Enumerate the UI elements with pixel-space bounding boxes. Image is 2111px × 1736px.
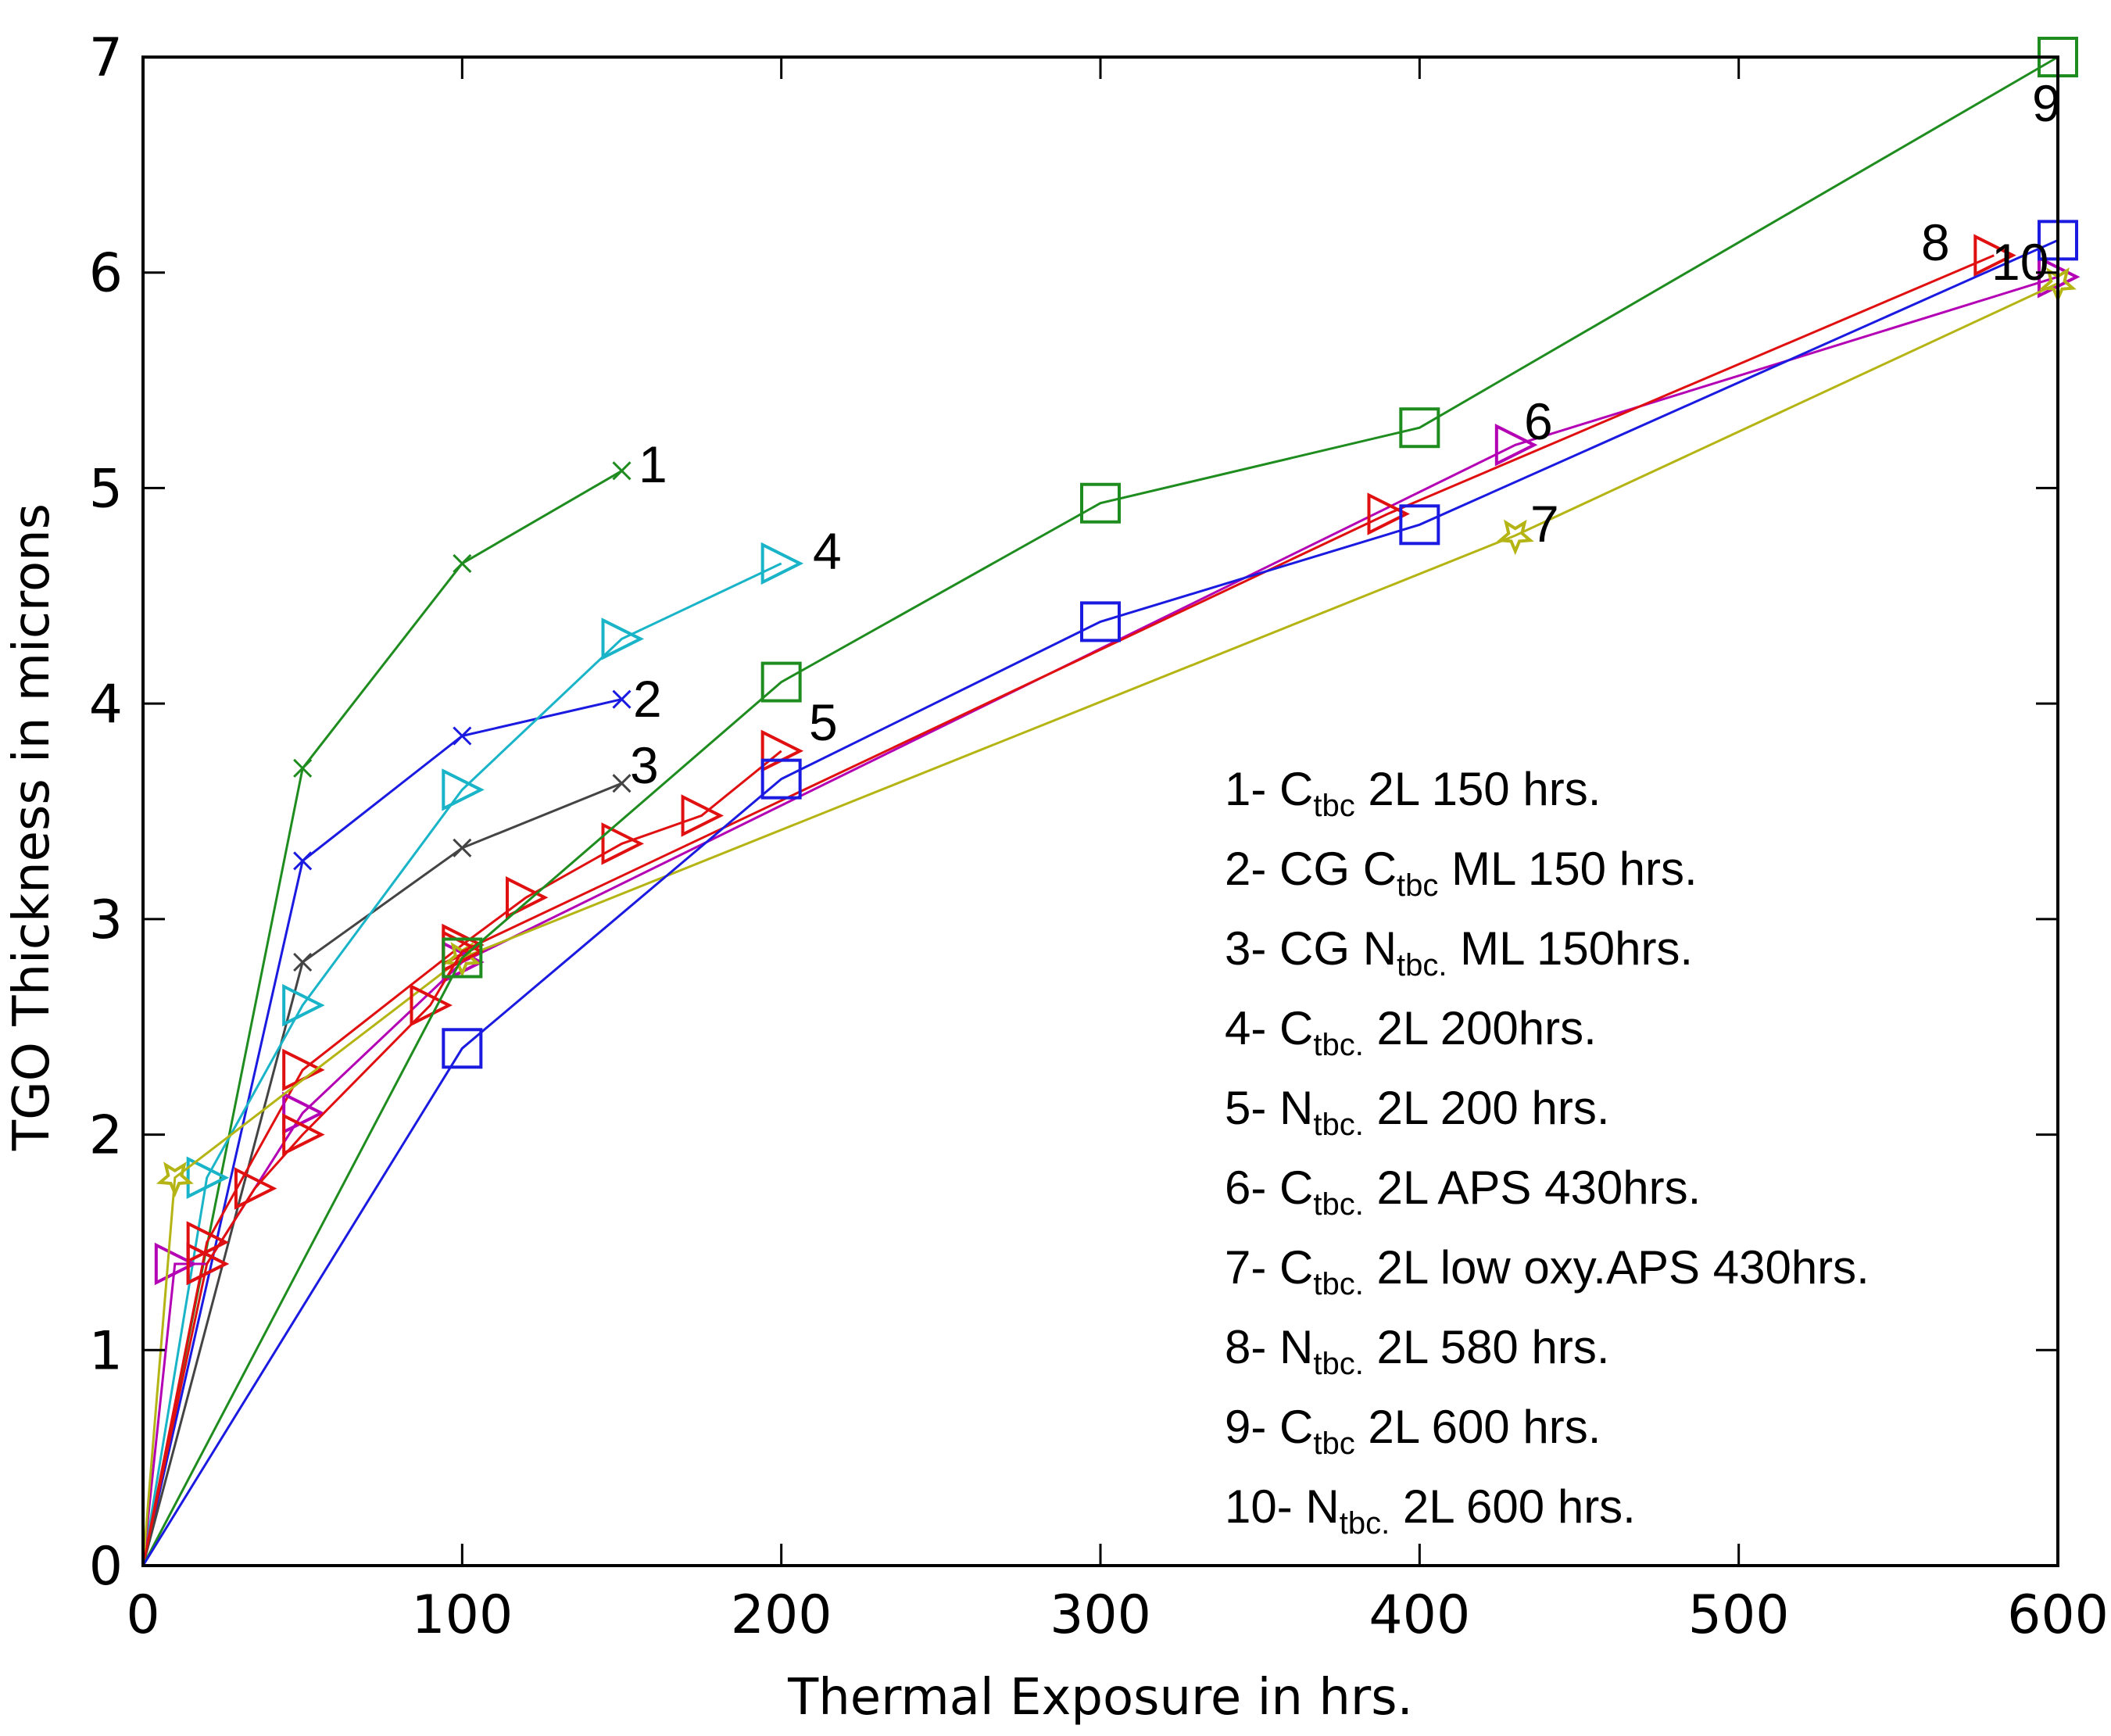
data-point-x (453, 838, 472, 857)
series-label-2: 2 (633, 670, 662, 728)
data-point-square (760, 758, 802, 800)
y-tick-label: 3 (89, 889, 123, 951)
data-point-x (453, 726, 472, 746)
data-point-triangle (186, 1221, 230, 1264)
data-point-triangle (410, 983, 453, 1027)
data-point-triangle (1973, 234, 2016, 277)
legend-entry-7: 7- Ctbc. 2L low oxy.APS 430hrs. (1225, 1241, 1869, 1301)
series-label-8: 8 (1921, 213, 1950, 271)
legend-entry-6: 6- Ctbc. 2L APS 430hrs. (1225, 1162, 1701, 1222)
y-tick-label: 6 (89, 243, 123, 305)
series-1 (141, 461, 632, 1566)
series-label-4: 4 (813, 522, 842, 580)
data-point-triangle (234, 1167, 277, 1210)
y-tick-label: 4 (89, 674, 123, 736)
series-label-3: 3 (630, 736, 659, 794)
data-point-square (1080, 482, 1121, 524)
data-point-square (1080, 601, 1121, 642)
series-line-9 (141, 55, 2059, 1566)
axis-layer: 0 100 200 300 400 500 600 0 1 2 3 4 5 6 7 (89, 27, 2109, 1646)
data-point-square (442, 1028, 483, 1069)
data-point-x (293, 851, 313, 871)
x-axis-label: Thermal Exposure in hrs. (787, 1669, 1413, 1727)
data-point-star (1496, 519, 1534, 556)
series-2 (141, 689, 632, 1566)
data-point-x (612, 461, 632, 481)
series-9 (141, 37, 2078, 1566)
series-label-5: 5 (809, 693, 838, 751)
plot-frame (141, 55, 2059, 1567)
data-point-triangle (681, 794, 725, 837)
data-point-x (612, 774, 632, 793)
data-point-triangle (186, 1156, 230, 1199)
data-point-square (1399, 407, 1440, 449)
data-point-x (293, 758, 313, 778)
y-tick-label: 5 (89, 458, 123, 520)
series-line-1 (141, 470, 623, 1566)
series-8 (141, 234, 2016, 1566)
series-6 (141, 255, 2081, 1566)
data-point-triangle (1494, 424, 1538, 467)
data-point-triangle (282, 983, 325, 1027)
legend-entry-5: 5- Ntbc. 2L 200 hrs. (1225, 1082, 1610, 1142)
data-point-x (293, 952, 313, 972)
series-label-10: 10 (1991, 233, 2048, 291)
y-tick-label: 2 (89, 1105, 123, 1167)
data-point-x (453, 553, 472, 573)
series-line-6 (141, 275, 2059, 1566)
x-tick-label: 500 (1688, 1584, 1790, 1646)
legend: 1- Ctbc 2L 150 hrs. 2- CG Ctbc ML 150 hrs… (1225, 763, 1869, 1541)
data-point-triangle (601, 822, 644, 865)
x-tick-label: 0 (126, 1584, 159, 1646)
y-tick-label: 1 (89, 1320, 123, 1382)
x-tick-label: 100 (411, 1584, 513, 1646)
data-point-triangle (760, 542, 804, 585)
y-tick-label: 7 (89, 27, 123, 89)
x-tick-label: 400 (1369, 1584, 1470, 1646)
series-line-4 (141, 562, 782, 1566)
series-layer (141, 37, 2081, 1566)
legend-entry-8: 8- Ntbc. 2L 580 hrs. (1225, 1321, 1610, 1381)
data-point-star (156, 1162, 194, 1197)
series-7 (141, 267, 2077, 1566)
data-point-triangle (186, 1242, 230, 1286)
legend-entry-10: 10- Ntbc. 2L 600 hrs. (1225, 1480, 1636, 1541)
data-point-triangle (154, 1242, 198, 1286)
series-5 (141, 729, 804, 1566)
data-point-triangle (282, 1113, 325, 1156)
series-label-1: 1 (639, 435, 667, 493)
data-point-triangle (282, 1091, 325, 1135)
series-4 (141, 542, 804, 1566)
data-point-square (760, 661, 802, 703)
legend-entry-3: 3- CG Ntbc. ML 150hrs. (1225, 922, 1693, 983)
y-tick-label: 0 (89, 1536, 123, 1598)
data-point-square (442, 937, 483, 979)
x-tick-label: 600 (2007, 1584, 2109, 1646)
legend-entry-9: 9- Ctbc 2L 600 hrs. (1225, 1401, 1601, 1461)
legend-entry-1: 1- Ctbc 2L 150 hrs. (1225, 763, 1601, 823)
data-point-triangle (506, 876, 549, 919)
series-10 (141, 220, 2078, 1566)
series-line-10 (141, 239, 2059, 1566)
legend-entry-4: 4- Ctbc. 2L 200hrs. (1225, 1002, 1597, 1062)
data-point-square (1399, 504, 1440, 546)
series-line-8 (141, 254, 1995, 1566)
data-point-triangle (601, 617, 644, 660)
data-point-triangle (442, 768, 485, 811)
legend-entry-2: 2- CG Ctbc ML 150 hrs. (1225, 843, 1698, 903)
series-label-layer: 1 2 3 4 5 6 7 8 9 10 (630, 74, 2061, 794)
data-point-x (612, 689, 632, 709)
series-label-6: 6 (1524, 392, 1553, 450)
series-label-7: 7 (1530, 495, 1559, 553)
x-tick-label: 300 (1050, 1584, 1151, 1646)
series-line-7 (141, 282, 2059, 1566)
series-label-9: 9 (2032, 74, 2061, 132)
series-line-5 (141, 750, 782, 1566)
y-axis-label: TGO Thickness in microns (3, 503, 61, 1151)
data-point-triangle (1367, 492, 1410, 535)
series-line-2 (141, 698, 622, 1566)
x-tick-label: 200 (731, 1584, 832, 1646)
